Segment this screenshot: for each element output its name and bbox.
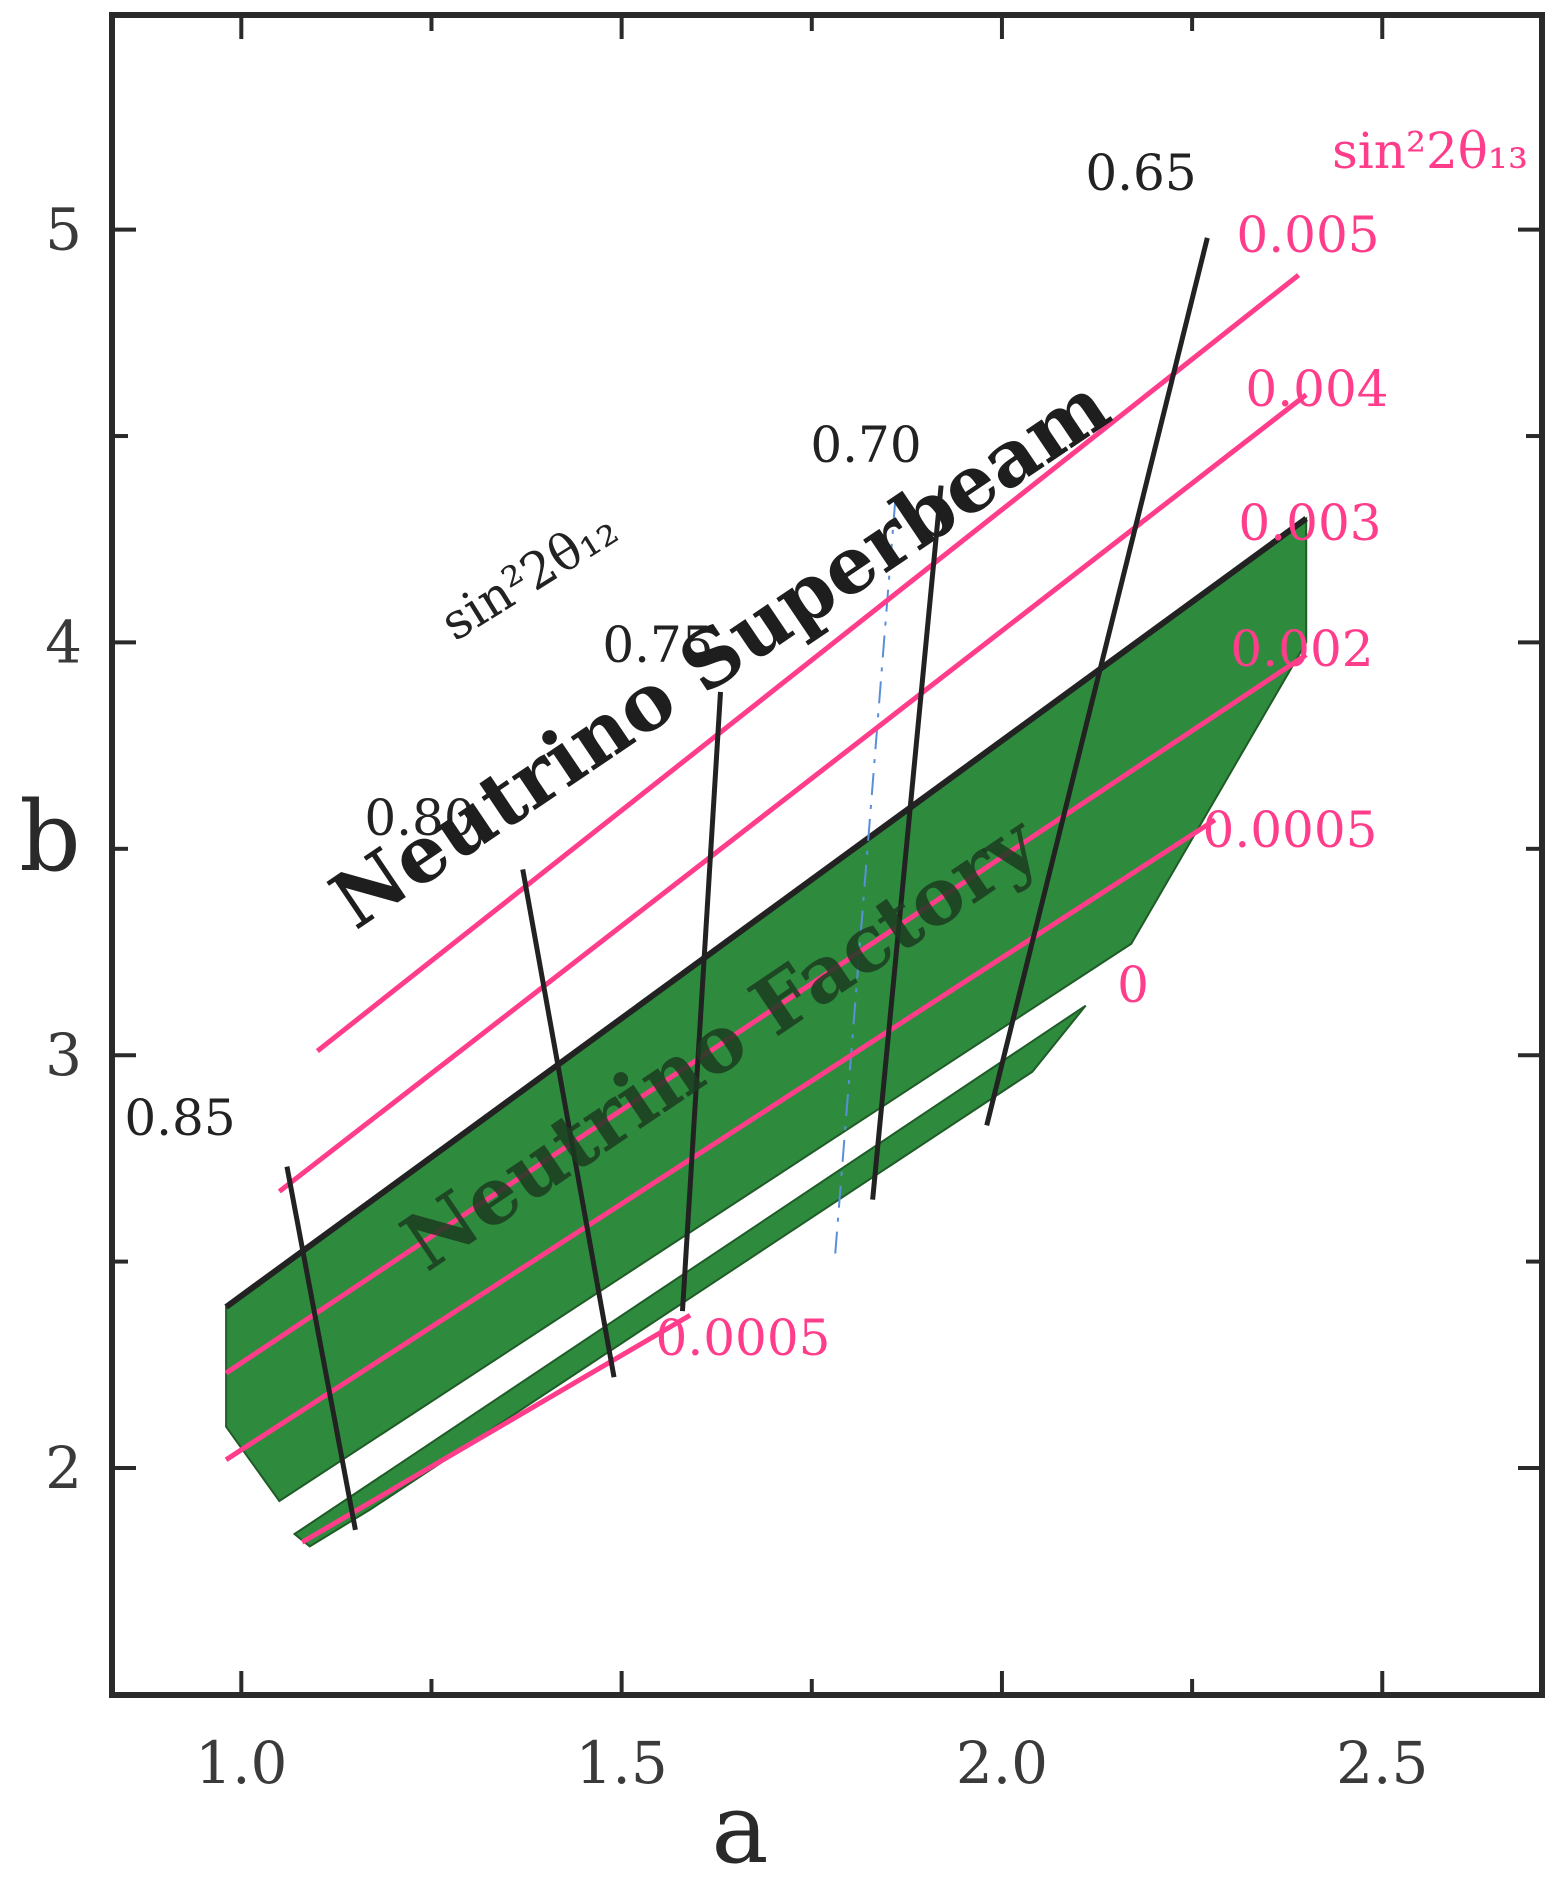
theta12-title: sin²2θ₁₂ (431, 499, 628, 652)
theta13-value-label: 0 (1117, 956, 1149, 1014)
theta12-line-0 (284, 1166, 358, 1531)
theta13-title: sin²2θ₁₃ (1332, 122, 1528, 180)
theta13-value-label: 0.0005 (656, 1309, 831, 1367)
region-1 (292, 1004, 1087, 1548)
theta12-value-label: 0.70 (810, 416, 921, 474)
theta13-line-0 (315, 273, 1301, 1054)
x-tick-label: 2.5 (1336, 1729, 1428, 1797)
theta13-line-3 (224, 652, 1308, 1376)
plot-frame (109, 12, 1545, 1698)
curves-layer (224, 237, 1308, 1545)
theta13-line-4 (224, 817, 1217, 1462)
theta12-value-label: 0.65 (1085, 144, 1196, 202)
theta12-value-label: 0.80 (364, 789, 475, 847)
theta12-line-3 (870, 485, 944, 1200)
theta12-line-2 (679, 691, 724, 1312)
theta13-value-label: 0.003 (1238, 494, 1381, 552)
y-tick-label: 4 (45, 608, 82, 676)
theta13-line-6 (300, 1313, 692, 1545)
dashed-reference-line (833, 497, 897, 1262)
y-axis-title: b (19, 781, 80, 893)
x-axis-title: a (711, 1773, 768, 1883)
theta12-line-4 (984, 237, 1210, 1126)
theta12-line-1 (520, 869, 617, 1378)
theta13-value-label: 0.004 (1245, 360, 1388, 418)
y-tick-label: 3 (45, 1021, 82, 1089)
theta13-value-label: 0.002 (1230, 620, 1373, 678)
superbeam-boundary-line (224, 516, 1308, 1310)
x-tick-label: 2.0 (956, 1729, 1048, 1797)
theta13-value-label: 0.005 (1236, 206, 1379, 264)
y-tick-label: 5 (45, 196, 82, 264)
x-tick-label: 1.5 (576, 1729, 668, 1797)
theta12-value-label: 0.75 (602, 616, 713, 674)
labels-layer: 1.0 1.5 2.0 2.5 2 3 4 5 0.005 0.004 0.003 0.002 0.00… (45, 144, 1428, 1797)
theta13-value-label: 0.0005 (1203, 801, 1378, 859)
ticks-layer (112, 15, 1542, 1695)
y-tick-label: 2 (45, 1434, 82, 1502)
theta12-value-label: 0.85 (124, 1089, 235, 1147)
x-tick-label: 1.0 (195, 1729, 287, 1797)
